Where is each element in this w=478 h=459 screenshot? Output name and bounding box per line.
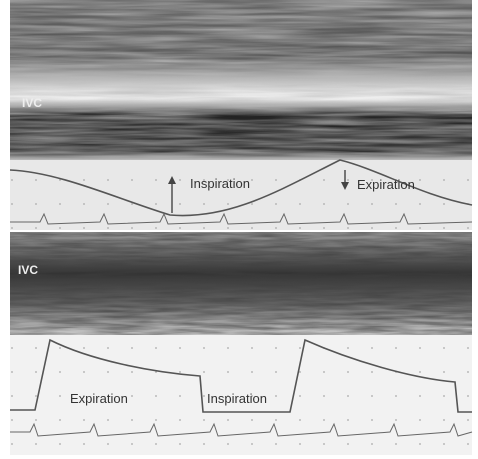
grid-dots bbox=[10, 160, 472, 230]
m-mode-figure: IVC Inspiration Expiration IVC Expiratio… bbox=[0, 0, 478, 459]
speckle bbox=[10, 232, 472, 335]
annotation: Expiration bbox=[357, 177, 415, 192]
annotation: Expiration bbox=[70, 391, 128, 406]
panel-bottom: IVC Expiration Inspiration bbox=[10, 232, 472, 455]
annotation: Inspiration bbox=[207, 391, 267, 406]
vessel-label: IVC bbox=[22, 96, 42, 110]
annotation: Inspiration bbox=[190, 176, 250, 191]
panel-top: IVC Inspiration Expiration bbox=[10, 0, 472, 230]
vessel-label: IVC bbox=[18, 263, 38, 277]
speckle bbox=[10, 0, 472, 160]
